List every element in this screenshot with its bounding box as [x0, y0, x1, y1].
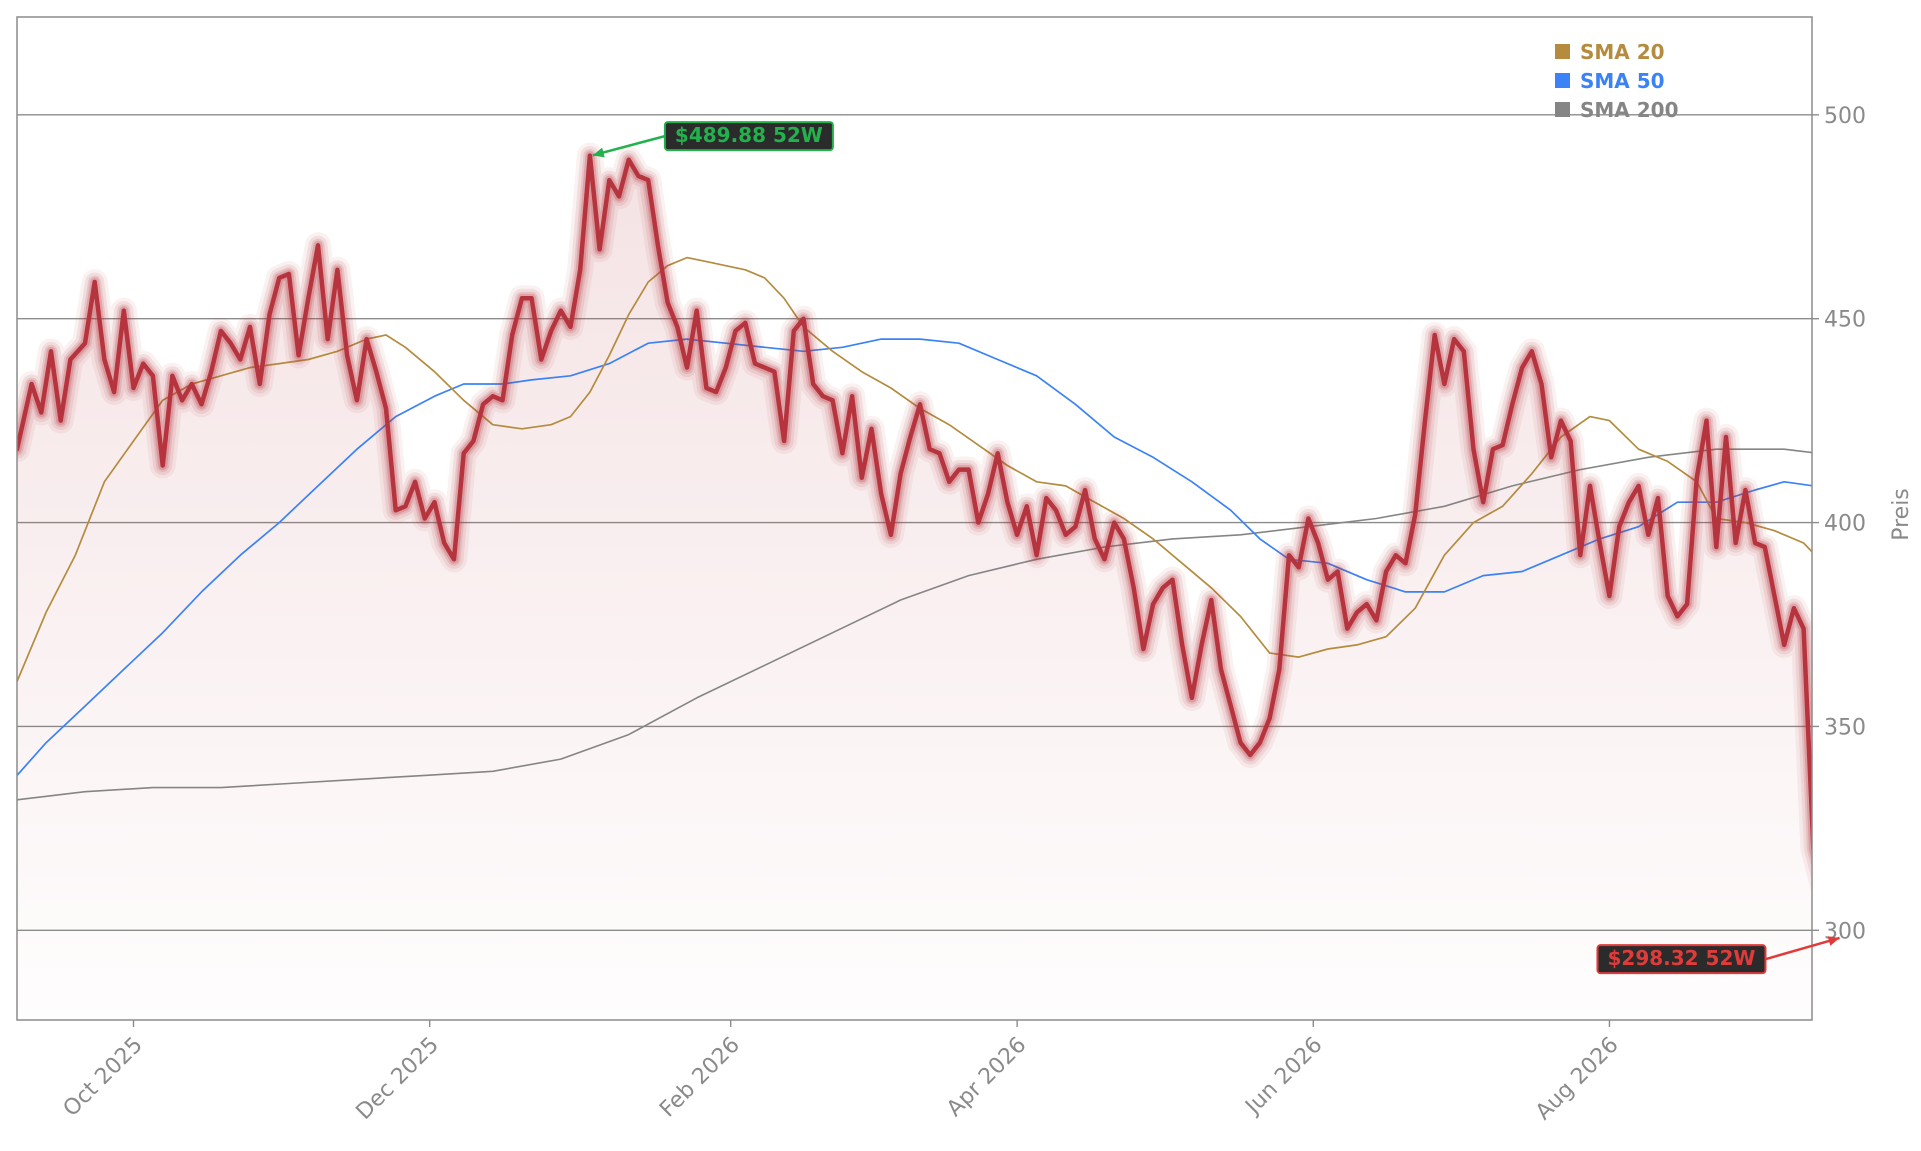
annotation-low: $298.32 52W	[1596, 936, 1840, 975]
x-tick-label: Jun 2026	[1240, 1033, 1328, 1121]
y-tick-label: 350	[1824, 715, 1866, 740]
legend: SMA 20 SMA 50 SMA 200	[1555, 40, 1679, 122]
x-tick-label: Feb 2026	[655, 1033, 745, 1123]
legend-label-sma20: SMA 20	[1580, 40, 1665, 64]
price-area-fill	[17, 155, 1812, 1020]
x-tick-label: Dec 2025	[352, 1033, 444, 1125]
y-tick-label: 500	[1824, 104, 1866, 129]
plot-frame	[16, 16, 1813, 1021]
sma200-line	[17, 448, 1812, 801]
y-axis-title: Preis	[1889, 488, 1914, 541]
y-tick-label: 450	[1824, 308, 1866, 333]
price-line	[17, 153, 1812, 853]
x-tick-label: Oct 2025	[59, 1033, 148, 1122]
annotation-arrow-head	[592, 147, 605, 158]
legend-swatch-sma200	[1555, 102, 1570, 117]
legend-label-sma200: SMA 200	[1580, 98, 1679, 122]
x-tick-label: Apr 2026	[942, 1033, 1031, 1122]
annotation-arrow-line	[1765, 936, 1840, 961]
annotation-box	[663, 121, 834, 152]
legend-swatch-sma20	[1555, 44, 1570, 59]
price-area	[17, 155, 1812, 1020]
moving-averages	[17, 256, 1812, 801]
annotation-label: $298.32 52W	[1608, 946, 1756, 970]
y-tick-label: 400	[1824, 512, 1866, 537]
x-tick-label: Aug 2026	[1531, 1033, 1624, 1126]
annotations: $489.88 52W $298.32 52W	[592, 121, 1840, 975]
sma50-line	[17, 338, 1812, 776]
annotation-high: $489.88 52W	[592, 121, 834, 158]
annotation-arrow-head	[1827, 936, 1840, 946]
legend-swatch-sma50	[1555, 73, 1570, 88]
annotation-label: $489.88 52W	[675, 123, 823, 147]
annotation-arrow-line	[592, 134, 666, 157]
legend-label-sma50: SMA 50	[1580, 69, 1665, 93]
sma20-line	[17, 256, 1812, 682]
annotation-box	[1596, 944, 1767, 975]
price-series	[17, 142, 1812, 893]
